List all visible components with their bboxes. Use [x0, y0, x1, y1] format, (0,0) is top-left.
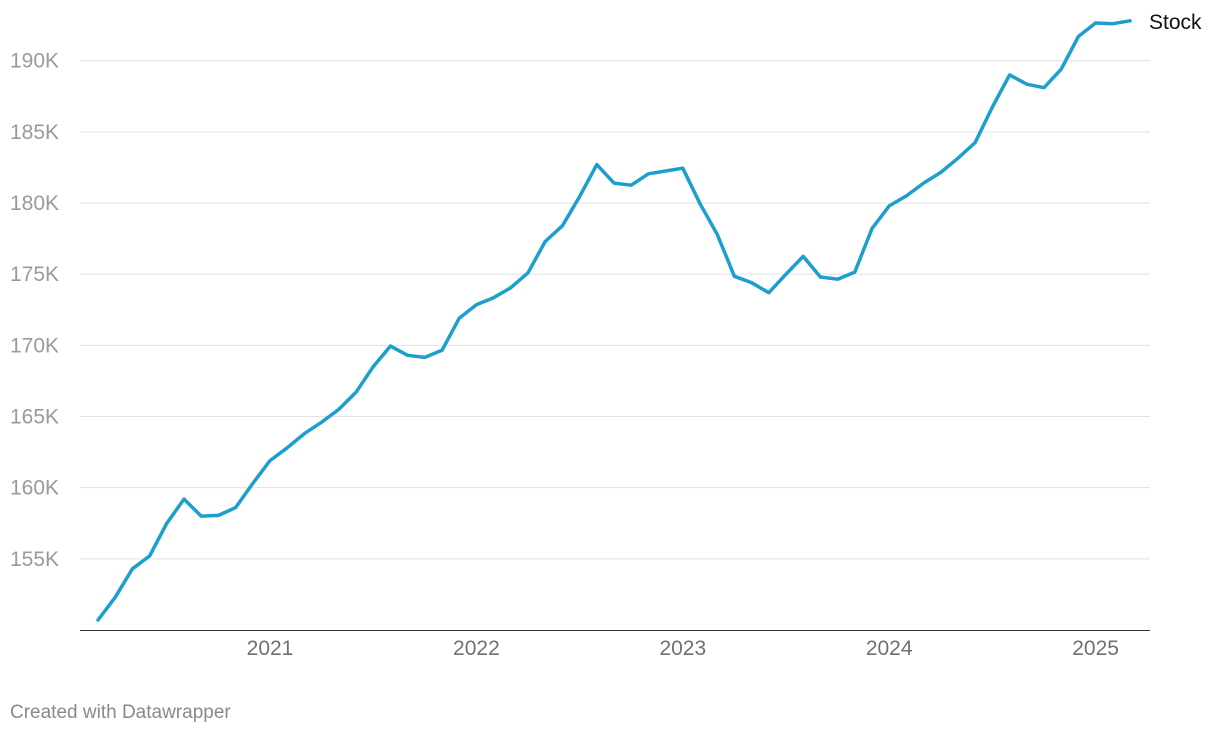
data-point [939, 171, 942, 174]
data-point [595, 163, 598, 166]
y-tick-label: 160K [10, 477, 59, 500]
data-point [286, 446, 289, 449]
data-point [475, 303, 478, 306]
y-tick-label: 185K [10, 121, 59, 144]
data-point [1128, 19, 1132, 22]
data-point [698, 202, 702, 205]
data-point [1025, 83, 1029, 86]
data-point [922, 181, 925, 185]
data-point [767, 291, 770, 294]
data-point [1060, 68, 1063, 71]
data-point [148, 554, 151, 558]
data-point [372, 365, 375, 368]
y-tick-label: 190K [10, 50, 59, 73]
y-axis-ticks: 155K 160K 165K 170K 175K 180K 185K 190K [10, 50, 59, 571]
data-point [1008, 73, 1011, 77]
x-tick-label: 2023 [659, 637, 706, 660]
data-point [681, 167, 684, 170]
data-point [544, 240, 547, 243]
data-point [612, 181, 616, 185]
data-point [784, 273, 788, 276]
data-point [647, 172, 650, 175]
data-point [96, 618, 100, 622]
x-tick-label: 2025 [1072, 637, 1119, 660]
data-point [630, 184, 633, 187]
y-tick-label: 155K [10, 548, 59, 571]
y-tick-label: 165K [10, 406, 59, 429]
data-point [440, 349, 444, 352]
data-point [733, 275, 736, 278]
data-point [114, 596, 117, 599]
grid-layer [80, 60, 1150, 631]
data-point [905, 194, 908, 198]
data-point [991, 105, 994, 109]
datawrapper-credit[interactable]: Created with Datawrapper [10, 702, 231, 723]
data-point [389, 344, 392, 348]
data-point [870, 227, 874, 230]
data-point [354, 391, 358, 394]
data-point [526, 271, 530, 274]
data-point [956, 157, 960, 160]
data-point [1111, 22, 1115, 25]
data-point [406, 354, 409, 357]
data-point [888, 204, 891, 208]
data-point [664, 169, 667, 173]
data-point [836, 278, 839, 281]
data-point [578, 195, 581, 198]
data-point [131, 567, 134, 570]
data-point [1042, 86, 1046, 89]
data-point [200, 514, 203, 518]
data-point [217, 514, 220, 517]
x-tick-label: 2024 [866, 637, 913, 660]
data-point [1094, 21, 1097, 25]
data-point [819, 275, 822, 279]
data-point [234, 506, 237, 509]
y-tick-label: 170K [10, 334, 59, 357]
series-layer: Stock [96, 11, 1202, 622]
data-point [303, 432, 306, 435]
data-point [974, 141, 977, 144]
y-tick-label: 175K [10, 263, 59, 286]
x-tick-label: 2021 [247, 637, 294, 660]
data-point [750, 281, 753, 284]
data-point [251, 482, 254, 485]
data-point [182, 497, 186, 501]
x-axis-ticks: 2021 2022 2023 2024 2025 [247, 637, 1119, 660]
data-point [1077, 35, 1080, 38]
y-tick-label: 180K [10, 192, 59, 215]
x-tick-label: 2022 [453, 637, 500, 660]
data-point [165, 522, 168, 525]
series-label-stock: Stock [1149, 11, 1202, 34]
data-point [423, 356, 426, 359]
data-point [320, 421, 323, 424]
data-point [716, 233, 719, 236]
data-point [268, 459, 272, 462]
data-point [492, 296, 495, 299]
data-point [337, 408, 340, 411]
data-point [458, 317, 461, 320]
data-point [853, 270, 856, 274]
series-line-stock [96, 19, 1132, 622]
data-point [802, 255, 805, 258]
data-point [561, 224, 564, 227]
data-point [509, 286, 512, 289]
